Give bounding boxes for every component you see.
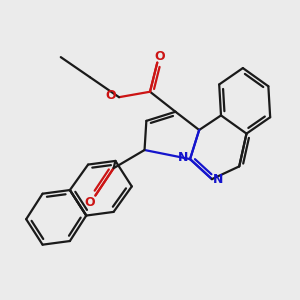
Text: O: O	[154, 50, 165, 62]
Text: O: O	[106, 88, 116, 101]
Text: N: N	[178, 151, 189, 164]
Text: N: N	[213, 173, 224, 186]
Text: O: O	[85, 196, 95, 208]
